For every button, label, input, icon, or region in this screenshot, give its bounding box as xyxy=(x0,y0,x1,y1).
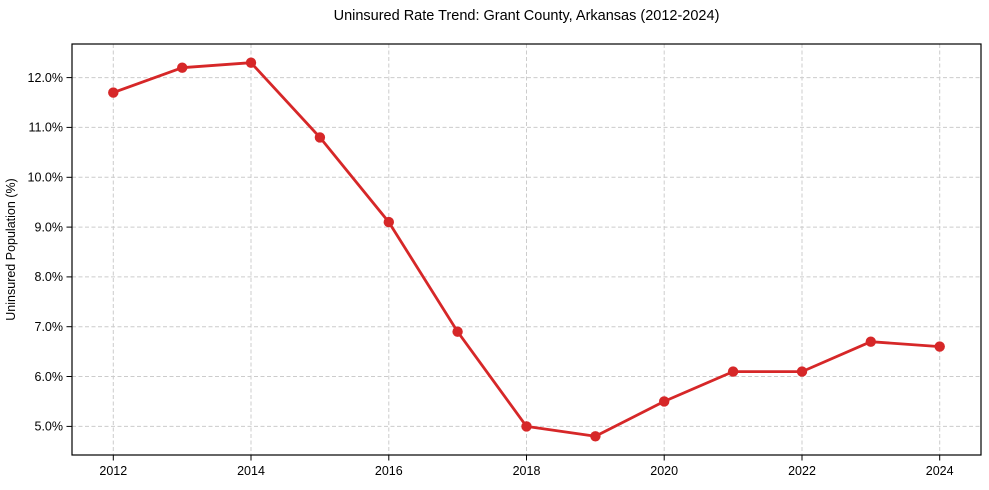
y-tick-label: 11.0% xyxy=(28,121,63,135)
data-point-2015 xyxy=(314,132,326,143)
x-tick-label: 2012 xyxy=(99,464,127,478)
x-tick-label: 2014 xyxy=(237,464,265,478)
series-layer xyxy=(108,57,945,442)
data-point-2016 xyxy=(383,216,394,228)
data-point-2020 xyxy=(659,396,670,407)
chart-title: Uninsured Rate Trend: Grant County, Arka… xyxy=(334,8,720,24)
y-tick-label: 10.0% xyxy=(28,171,63,185)
x-tick-label: 2018 xyxy=(513,464,541,478)
x-tick-label: 2022 xyxy=(788,464,816,478)
grid-layer xyxy=(72,44,981,455)
data-point-2013 xyxy=(177,62,188,73)
y-tick-label: 5.0% xyxy=(35,420,64,434)
y-tick-label: 9.0% xyxy=(35,220,64,234)
axes-layer: 5.0% 6.0% 7.0% 8.0% 9.0% 10.0% 11.0% 12.0% 2012 2… xyxy=(28,71,954,478)
data-point-2019 xyxy=(590,431,601,442)
x-tick-label: 2024 xyxy=(926,464,954,478)
data-point-2012 xyxy=(108,87,119,98)
data-point-2014 xyxy=(245,57,257,68)
data-point-2018 xyxy=(521,421,532,432)
y-tick-label: 7.0% xyxy=(35,320,64,334)
data-point-2024 xyxy=(934,341,945,352)
data-point-2023 xyxy=(865,336,876,347)
y-tick-label: 12.0% xyxy=(28,71,63,85)
data-point-2022 xyxy=(796,366,808,377)
y-axis-label: Uninsured Population (%) xyxy=(4,178,18,320)
x-tick-label: 2020 xyxy=(650,464,678,478)
y-tick-label: 8.0% xyxy=(35,270,64,284)
data-point-2021 xyxy=(727,366,739,377)
x-tick-label: 2016 xyxy=(375,464,403,478)
y-tick-label: 6.0% xyxy=(35,370,64,384)
data-point-2017 xyxy=(452,326,463,337)
